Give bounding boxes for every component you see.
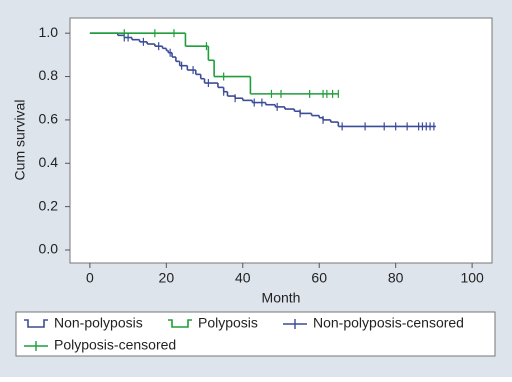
y-tick-label: 1.0	[39, 24, 59, 40]
legend	[15, 311, 496, 357]
legend-label: Non-polyposis	[54, 315, 143, 331]
y-tick-label: 0.8	[39, 67, 59, 83]
x-axis-label: Month	[262, 290, 301, 306]
plot-area	[69, 17, 493, 264]
x-tick-label: 0	[86, 270, 94, 286]
y-axis-label: Cum survival	[12, 100, 28, 181]
legend-label: Non-polyposis-censored	[313, 315, 464, 331]
y-tick-label: 0.6	[39, 111, 59, 127]
legend-swatch	[168, 319, 192, 328]
y-tick-label: 0.4	[39, 154, 59, 170]
legend-label: Polyposis-censored	[54, 337, 176, 353]
y-tick-label: 0.0	[39, 241, 59, 257]
legend-label: Polyposis	[198, 315, 258, 331]
legend-swatch	[24, 319, 48, 328]
x-tick-label: 40	[235, 270, 251, 286]
y-tick-label: 0.2	[39, 197, 59, 213]
x-tick-label: 100	[460, 270, 484, 286]
x-tick-label: 60	[311, 270, 327, 286]
x-tick-label: 20	[159, 270, 175, 286]
x-tick-label: 80	[388, 270, 404, 286]
